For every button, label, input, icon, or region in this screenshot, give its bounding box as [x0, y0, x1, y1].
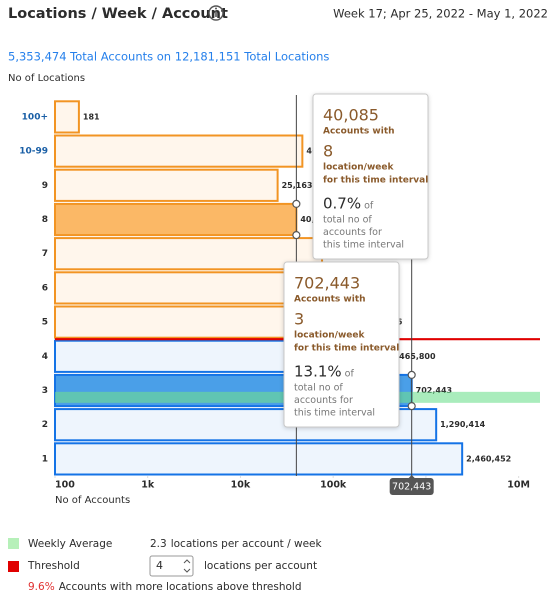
value-label: 1,290,414: [440, 420, 485, 429]
card-title: Locations / Week / Account: [8, 6, 228, 22]
bar: [54, 134, 304, 168]
legend: Weekly Average 2.3 locations per account…: [8, 538, 323, 593]
tooltip-box: [312, 93, 429, 260]
value-label: 2,460,452: [466, 454, 511, 463]
y-tick-label: 2: [42, 420, 48, 430]
bar: [54, 202, 298, 237]
tooltip-interval-text: for this time interval: [323, 176, 428, 186]
tooltip-box: [283, 261, 400, 428]
y-tick-label: 100+: [22, 112, 48, 122]
tooltip-accounts: 702,443: [294, 274, 360, 293]
hover-point: [407, 402, 416, 411]
x-axis-title: No of Accounts: [55, 495, 130, 506]
date-range: Week 17; Apr 25, 2022 - May 1, 2022: [333, 7, 548, 21]
tooltip-share-text: accounts for: [294, 395, 353, 406]
y-tick-label: 10-99: [19, 147, 48, 157]
tooltip-location-text: location/week: [294, 331, 365, 341]
value-label: 702,443: [416, 386, 452, 395]
tooltip-of: of: [345, 369, 355, 380]
threshold-label: Threshold: [27, 560, 80, 572]
threshold-value[interactable]: 4: [156, 559, 163, 572]
x-tick-label: 1k: [141, 480, 155, 491]
tooltip-locations: 8: [323, 142, 333, 161]
value-label: 181: [83, 112, 100, 121]
y-tick-label: 7: [42, 249, 48, 259]
average-label: Weekly Average: [28, 538, 112, 550]
x-tick-label: 10M: [507, 480, 530, 491]
tooltip-accounts: 40,085: [323, 106, 379, 125]
tooltip: 702,443 Accounts with 3 location/week for th…: [283, 261, 400, 428]
bar: [54, 100, 80, 134]
tooltip-locations: 3: [294, 310, 304, 329]
x-tick-label: 100k: [320, 480, 347, 491]
tooltip-accounts-text: Accounts with: [323, 127, 395, 137]
tooltip-share: 0.7%: [323, 195, 361, 213]
y-tick-label: 3: [42, 386, 48, 396]
hover-point: [407, 370, 416, 379]
y-tick-label: 4: [42, 352, 48, 362]
tooltip-interval-text: for this time interval: [294, 344, 399, 354]
bar: [54, 442, 464, 476]
tooltip-share-text: this time interval: [323, 240, 404, 251]
info-icon[interactable]: [208, 5, 224, 21]
x-tick-label: 10k: [231, 480, 251, 491]
average-swatch: [8, 538, 19, 549]
y-tick-label: 9: [42, 181, 48, 191]
y-tick-label: 1: [42, 454, 48, 464]
hover-point: [292, 231, 301, 240]
tooltip-share-text: this time interval: [294, 408, 375, 419]
hover-point: [292, 199, 301, 208]
threshold-unit: locations per account: [204, 560, 317, 572]
tooltip-share-text: accounts for: [323, 227, 382, 238]
y-tick-label: 6: [42, 283, 48, 293]
tooltip-location-text: location/week: [323, 163, 394, 173]
x-tick-label: 100: [55, 480, 75, 491]
bar: [54, 168, 279, 202]
above-threshold-text: 9.6% Accounts with more locations above t…: [28, 581, 302, 593]
value-label: 465,800: [399, 352, 436, 361]
threshold-swatch: [8, 561, 19, 572]
above-text: Accounts with more locations above thres…: [59, 581, 302, 593]
tooltip-of: of: [364, 201, 374, 212]
y-tick-label: 5: [42, 318, 48, 328]
plot: 1001k10k100k1M10M12,460,45221,290,414370…: [19, 93, 540, 495]
tooltip-accounts-text: Accounts with: [294, 295, 366, 305]
average-value: 2.3: [150, 538, 167, 550]
hover-x-box: [389, 478, 434, 495]
tooltip-share: 13.1%: [294, 363, 342, 381]
tooltip-share-text: total no of: [323, 215, 372, 226]
above-share: 9.6%: [28, 581, 55, 593]
tooltip: 40,085 Accounts with 8 location/week for thi…: [312, 93, 429, 260]
y-axis-title: No of Locations: [8, 73, 85, 84]
tooltip-share-text: total no of: [294, 383, 343, 394]
hover-x-label: 702,443: [392, 482, 431, 493]
bar: [54, 237, 324, 271]
average-unit: locations per account / week: [171, 538, 323, 550]
threshold-input[interactable]: 4: [149, 555, 194, 577]
value-label: 25,163: [282, 181, 313, 190]
y-tick-label: 8: [42, 215, 48, 225]
summary-link[interactable]: 5,353,474 Total Accounts on 12,181,151 T…: [8, 50, 329, 64]
